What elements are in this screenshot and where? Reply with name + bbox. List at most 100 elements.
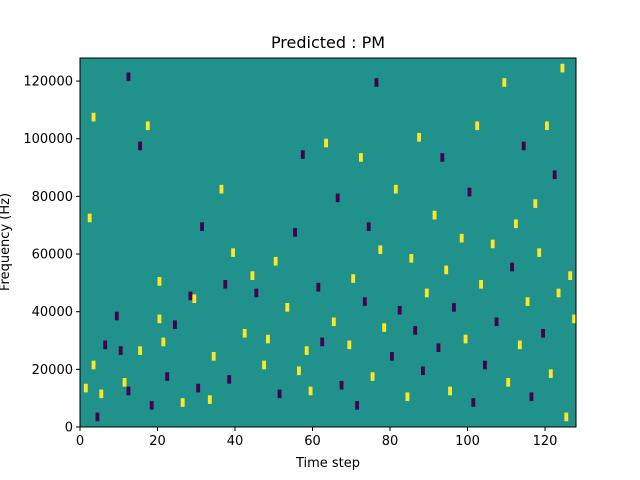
- y-tick-label: 0: [65, 421, 73, 436]
- plot-area: [79, 57, 577, 428]
- heatmap-cell: [541, 328, 545, 338]
- heatmap-cell: [537, 248, 542, 257]
- heatmap-cell: [188, 291, 193, 301]
- heatmap-cell: [126, 72, 131, 82]
- heatmap-cell: [436, 343, 441, 353]
- heatmap-cell: [467, 187, 472, 197]
- heatmap-cell: [91, 360, 96, 370]
- y-tick-label: 120000: [23, 75, 73, 90]
- plot-frame: [79, 57, 577, 428]
- heatmap-cell: [207, 395, 212, 404]
- heatmap-cell: [173, 320, 177, 329]
- heatmap-cell: [366, 222, 371, 231]
- heatmap-cell: [335, 193, 340, 203]
- heatmap-cell: [452, 303, 456, 312]
- heatmap-cell: [393, 184, 398, 194]
- heatmap-cell: [138, 346, 142, 355]
- heatmap-cell: [479, 279, 483, 289]
- heatmap-cell: [568, 271, 573, 280]
- heatmap-background: [80, 58, 576, 427]
- heatmap-cell: [409, 254, 414, 263]
- heatmap-cell: [196, 383, 201, 393]
- heatmap-cell: [564, 412, 569, 422]
- heatmap-cell: [533, 199, 538, 208]
- heatmap-cell: [192, 294, 197, 304]
- heatmap-cell: [157, 314, 162, 324]
- heatmap-cell: [510, 262, 514, 272]
- heatmap-cell: [277, 389, 282, 399]
- heatmap-cell: [347, 340, 352, 350]
- heatmap-cell: [114, 311, 119, 321]
- heatmap-cell: [266, 334, 270, 344]
- heatmap-cell: [103, 340, 108, 350]
- heatmap-cell: [285, 303, 290, 312]
- heatmap-cell: [548, 369, 553, 378]
- heatmap-cell: [359, 153, 363, 162]
- heatmap-cell: [421, 366, 425, 376]
- heatmap-cell: [211, 352, 216, 361]
- heatmap-cell: [254, 288, 259, 298]
- x-tick-label: 0: [76, 434, 84, 449]
- heatmap-cell: [529, 392, 534, 402]
- heatmap-cell: [250, 271, 255, 280]
- heatmap-cell: [273, 256, 278, 266]
- heatmap-cell: [219, 184, 224, 194]
- heatmap-cell: [161, 337, 166, 347]
- y-tick-label: 40000: [32, 305, 73, 320]
- y-tick-label: 100000: [23, 132, 73, 147]
- heatmap-cell: [444, 265, 449, 275]
- heatmap-cell: [165, 372, 170, 381]
- heatmap-cell: [382, 323, 387, 332]
- heatmap-cell: [83, 383, 88, 393]
- heatmap-cell: [362, 297, 367, 306]
- heatmap-cell: [91, 112, 96, 122]
- heatmap-cell: [223, 279, 228, 289]
- heatmap-cell: [316, 282, 321, 292]
- heatmap-cell: [572, 314, 576, 324]
- heatmap-cell: [525, 297, 530, 306]
- heatmap-cell: [355, 401, 359, 410]
- x-tick-label: 100: [455, 434, 480, 449]
- heatmap-cell: [145, 121, 150, 131]
- heatmap-cell: [494, 317, 499, 327]
- heatmap-cell: [413, 326, 418, 335]
- heatmap-cell: [149, 401, 154, 410]
- heatmap-cell: [374, 78, 379, 87]
- heatmap-cell: [180, 398, 185, 407]
- heatmap-cell: [390, 352, 394, 361]
- x-tick-label: 40: [227, 434, 244, 449]
- heatmap-cell: [242, 328, 247, 338]
- heatmap-cell: [157, 277, 162, 286]
- heatmap-cell: [370, 372, 375, 381]
- heatmap-cell: [424, 288, 429, 298]
- heatmap-cell: [475, 121, 480, 131]
- x-tick-label: 20: [149, 434, 166, 449]
- heatmap-cell: [293, 228, 297, 237]
- heatmap-cell: [517, 340, 522, 350]
- heatmap-cell: [417, 132, 421, 142]
- heatmap-cell: [297, 366, 301, 376]
- x-axis-label: Time step: [295, 456, 360, 471]
- heatmap-cell: [118, 346, 123, 355]
- heatmap-cell: [459, 233, 464, 243]
- heatmap-cell: [471, 398, 476, 407]
- heatmap-cell: [440, 153, 445, 162]
- heatmap-cell: [502, 78, 507, 87]
- y-tick-label: 60000: [32, 248, 73, 263]
- heatmap-cell: [351, 274, 356, 283]
- heatmap-cell: [521, 141, 526, 151]
- y-tick-label: 20000: [32, 363, 73, 378]
- heatmap-cell: [405, 392, 410, 402]
- chart-title: Predicted : PM: [271, 33, 385, 52]
- heatmap-cell: [122, 377, 127, 387]
- heatmap-cell: [514, 219, 518, 229]
- heatmap-cell: [95, 412, 100, 422]
- heatmap-cell: [308, 386, 313, 396]
- heatmap-cell: [227, 375, 232, 384]
- heatmap-cell: [87, 213, 92, 223]
- heatmap-cell: [463, 334, 468, 344]
- y-axis-ticks: 0 20000 40000 60000 80000 100000 120000: [23, 75, 80, 436]
- heatmap-cell: [300, 150, 305, 159]
- heatmap-cell: [552, 170, 557, 180]
